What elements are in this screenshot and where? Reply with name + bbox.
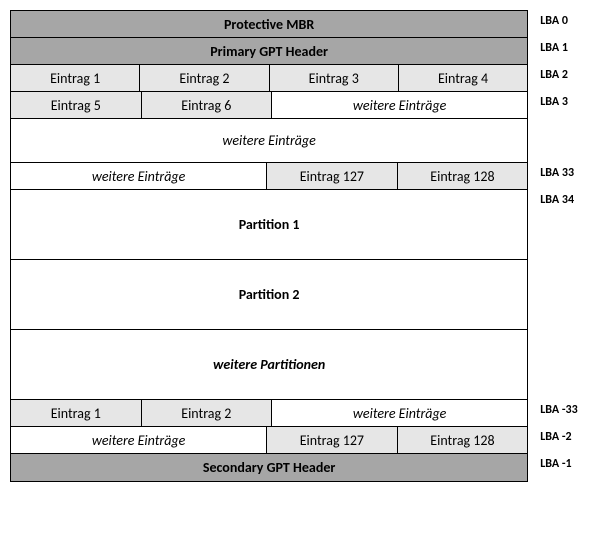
backup-entry-128: Eintrag 128: [398, 427, 528, 453]
gpt-layout-table: Protective MBR Primary GPT Header Eintra…: [10, 10, 528, 482]
lba-blank-3: [540, 329, 600, 399]
lba-3: LBA 3: [540, 91, 600, 118]
lba-0: LBA 0: [540, 10, 600, 37]
lba-labels: LBA 0 LBA 1 LBA 2 LBA 3 LBA 33 LBA 34 LB…: [540, 10, 600, 482]
entry-128: Eintrag 128: [398, 163, 528, 189]
lba-blank-1: [540, 118, 600, 162]
lba-1: LBA 1: [540, 37, 600, 64]
lba-m33: LBA -33: [540, 399, 600, 426]
more-partitions: weitere Partitionen: [11, 330, 527, 399]
lba-m2: LBA -2: [540, 426, 600, 453]
more-entries-row3: weitere Einträge: [272, 92, 527, 118]
protective-mbr: Protective MBR: [11, 11, 527, 37]
lba-m1: LBA -1: [540, 453, 600, 480]
secondary-gpt-header: Secondary GPT Header: [11, 454, 527, 481]
lba-34: LBA 34: [540, 189, 600, 259]
more-entries-row33: weitere Einträge: [11, 163, 267, 189]
more-entries-mid: weitere Einträge: [11, 119, 527, 162]
partition-1: Partition 1: [11, 190, 527, 259]
entry-1: Eintrag 1: [11, 65, 140, 91]
entry-3: Eintrag 3: [270, 65, 399, 91]
backup-entry-1: Eintrag 1: [11, 400, 142, 426]
entry-4: Eintrag 4: [399, 65, 527, 91]
lba-2: LBA 2: [540, 64, 600, 91]
partition-2: Partition 2: [11, 260, 527, 329]
entry-5: Eintrag 5: [11, 92, 142, 118]
lba-blank-2: [540, 259, 600, 329]
entry-127: Eintrag 127: [267, 163, 398, 189]
lba-33: LBA 33: [540, 162, 600, 189]
backup-more-entries-b: weitere Einträge: [11, 427, 267, 453]
backup-entry-2: Eintrag 2: [142, 400, 273, 426]
entry-6: Eintrag 6: [142, 92, 273, 118]
entry-2: Eintrag 2: [140, 65, 269, 91]
backup-more-entries-a: weitere Einträge: [272, 400, 527, 426]
backup-entry-127: Eintrag 127: [267, 427, 398, 453]
primary-gpt-header: Primary GPT Header: [11, 38, 527, 64]
